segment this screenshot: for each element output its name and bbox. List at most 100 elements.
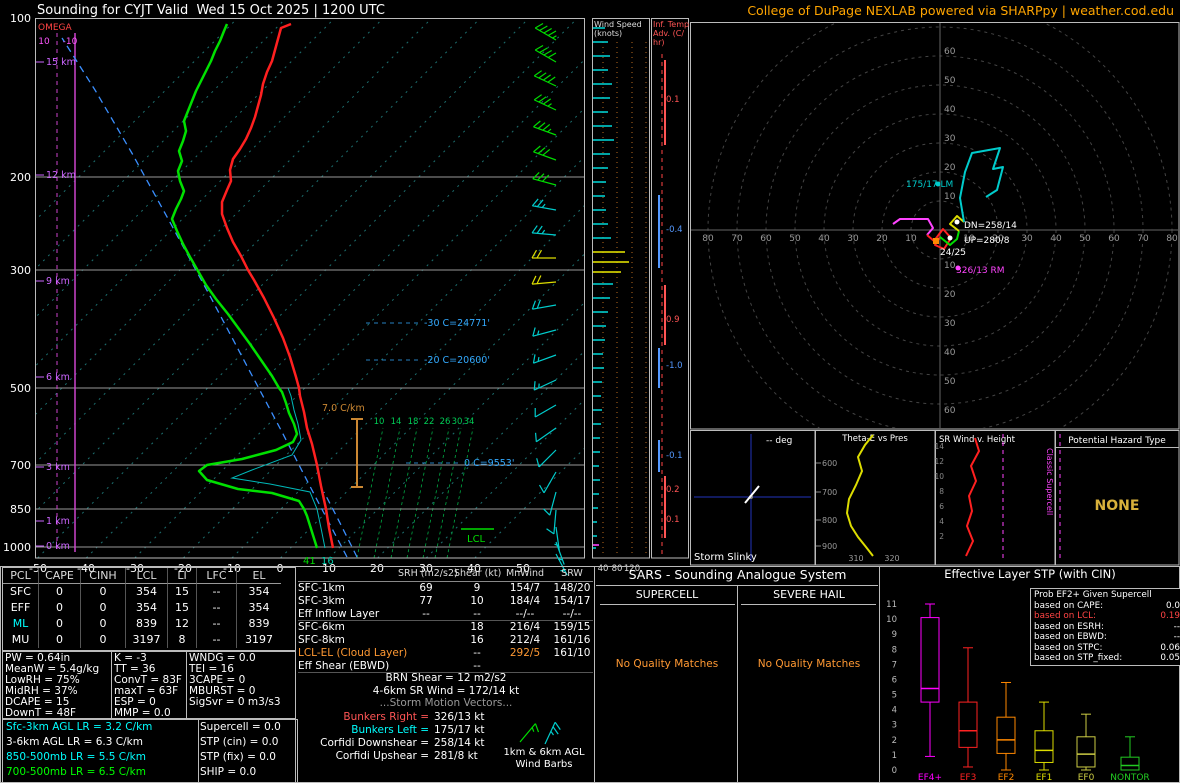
hodo-label: DN=258/14 bbox=[964, 221, 1017, 231]
svg-text:20: 20 bbox=[944, 163, 956, 173]
shear-row-label: LCL-EL (Cloud Layer) bbox=[298, 647, 408, 659]
thermo-item: SigSvr = 0 m3/s3 bbox=[189, 696, 281, 708]
svg-text:26: 26 bbox=[440, 417, 451, 427]
lapse-rate-item: Sfc-3km AGL LR = 3.2 C/km bbox=[6, 721, 153, 733]
shear-header: MnWind bbox=[505, 568, 545, 579]
svg-text:40: 40 bbox=[818, 234, 830, 244]
composite-item: SHIP = 0.0 bbox=[200, 766, 257, 778]
stp-legend-row: based on LCL: 0.19 bbox=[1034, 611, 1180, 622]
parcel-value: 354 bbox=[248, 601, 270, 614]
hodo-label: UP=280/8 bbox=[964, 236, 1010, 246]
svg-text:8: 8 bbox=[939, 487, 944, 496]
shear-extras: BRN Shear = 12 m2/s2 4-6km SR Wind = 172/… bbox=[298, 672, 594, 698]
shear-table: SRH (m2/s2) Shear (kt) MnWind SRW SFC-1km 69 9… bbox=[298, 567, 594, 673]
svg-text:Inf. Temp.: Inf. Temp. bbox=[653, 20, 692, 29]
hodo-trace-magenta bbox=[892, 218, 934, 236]
stp-legend-label: based on STPC: bbox=[1034, 642, 1103, 653]
pressure-label: 850 bbox=[10, 503, 31, 516]
parcel-value: 0 bbox=[39, 632, 81, 648]
wind-barb-note-line2: Wind Barbs bbox=[515, 759, 573, 770]
stp-probability-legend: Prob EF2+ Given Supercell based on CAPE:… bbox=[1030, 588, 1180, 666]
svg-text:50: 50 bbox=[789, 234, 801, 244]
hazard-panel: Potential Hazard Type NONE bbox=[1055, 430, 1180, 566]
thermo-item: ESP = 0 bbox=[114, 696, 156, 708]
shear-row-label: SFC-6km bbox=[298, 621, 345, 633]
parcel-header: LI bbox=[168, 568, 197, 584]
svg-text:6: 6 bbox=[939, 502, 944, 511]
parcel-value: 0 bbox=[39, 584, 81, 600]
temp-adv-value: -0.4 bbox=[666, 225, 683, 235]
svg-text:20: 20 bbox=[944, 290, 956, 300]
svg-text:40: 40 bbox=[1050, 234, 1062, 244]
hodo-label: 326/13 RM bbox=[956, 266, 1005, 276]
storm-motion-vectors: Bunkers Right = 326/13 kt Bunkers Left = 17… bbox=[306, 711, 484, 763]
parcel-trace bbox=[61, 37, 348, 558]
svg-text:10: 10 bbox=[944, 261, 956, 271]
stp-legend-row: based on EBWD: -- bbox=[1034, 632, 1180, 643]
temp-axis-label: 20 bbox=[370, 562, 384, 575]
shear-value bbox=[398, 621, 454, 634]
parcel-row-label: MU bbox=[3, 632, 39, 648]
stp-ytick: 6 bbox=[892, 675, 897, 685]
shear-value: 212/4 bbox=[509, 634, 541, 646]
stp-category-label: EF0 bbox=[1078, 773, 1095, 783]
svg-text:80: 80 bbox=[612, 564, 623, 574]
vector-value: 258/14 kt bbox=[434, 737, 485, 749]
height-label: 0 km bbox=[46, 541, 70, 552]
shear-value: 9 bbox=[473, 582, 481, 594]
height-label: 6 km bbox=[46, 372, 70, 383]
svg-text:(knots): (knots) bbox=[594, 29, 622, 38]
vector-value: 281/8 kt bbox=[434, 750, 478, 762]
pressure-label: 200 bbox=[10, 171, 31, 184]
stp-legend-row: based on STPC: 0.06 bbox=[1034, 643, 1180, 654]
surface-value: 16 bbox=[321, 556, 334, 567]
parcel-value: -- bbox=[197, 616, 237, 632]
temp-adv-panel: Inf. Temp.Adv. (C/hr) 0.1 -0.4 0.9 -1.0 -0.1 0… bbox=[651, 18, 692, 559]
stp-box bbox=[1120, 756, 1140, 771]
sars-hail-header: SEVERE HAIL bbox=[773, 588, 845, 601]
shear-value: -- bbox=[473, 608, 481, 620]
parcel-value: 0 bbox=[81, 616, 126, 632]
wetbulb-line bbox=[230, 387, 326, 549]
slinky-deg: -- deg bbox=[766, 436, 792, 446]
composite-item: Supercell = 0.0 bbox=[200, 721, 281, 733]
stp-ytick: 5 bbox=[892, 691, 897, 701]
temp-axis-label: -40 bbox=[77, 562, 95, 575]
thermo-item: PW = 0.64in bbox=[5, 652, 71, 664]
hodo-label: 175/17 LM bbox=[906, 180, 953, 190]
svg-text:hr): hr) bbox=[653, 38, 664, 47]
svg-text:10: 10 bbox=[905, 234, 917, 244]
svg-text:320: 320 bbox=[884, 554, 899, 563]
lcl-marker: LCL bbox=[467, 534, 486, 545]
stp-legend-value: -- bbox=[1173, 621, 1180, 632]
shear-value: 148/20 bbox=[553, 582, 591, 594]
stp-ytick: 2 bbox=[892, 736, 897, 746]
parcel-value: 0 bbox=[39, 600, 81, 616]
height-label: 3 km bbox=[46, 462, 70, 473]
shear-header: SRW bbox=[561, 568, 583, 579]
thermo-item: TT = 36 bbox=[114, 663, 156, 675]
thermo-item: DownT = 48F bbox=[5, 707, 77, 719]
stp-ytick: 4 bbox=[892, 706, 897, 716]
shear-value: -- bbox=[473, 647, 481, 659]
pressure-label: 1000 bbox=[3, 541, 31, 554]
stp-legend-label: based on LCL: bbox=[1034, 611, 1097, 621]
shear-value bbox=[398, 634, 454, 647]
svg-text:30: 30 bbox=[452, 417, 463, 427]
shear-value: 216/4 bbox=[509, 621, 541, 633]
svg-text:80: 80 bbox=[1166, 234, 1178, 244]
svg-text:310: 310 bbox=[848, 554, 863, 563]
parcel-table: PCL CAPE CINH LCL LI LFC EL SFC 0 0 354 15 -- 354 EFF 0… bbox=[2, 567, 296, 651]
shear-row-label: Eff Inflow Layer bbox=[298, 608, 380, 620]
svg-text:30: 30 bbox=[847, 234, 859, 244]
wind-barb-note-line1: 1km & 6km AGL bbox=[503, 747, 585, 758]
svg-text:60: 60 bbox=[760, 234, 772, 244]
svg-text:50: 50 bbox=[944, 76, 956, 86]
svg-text:14: 14 bbox=[934, 442, 944, 451]
temp-adv-value: 0.2 bbox=[666, 485, 680, 495]
shear-extra: 4-6km SR Wind = 172/14 kt bbox=[372, 685, 520, 697]
